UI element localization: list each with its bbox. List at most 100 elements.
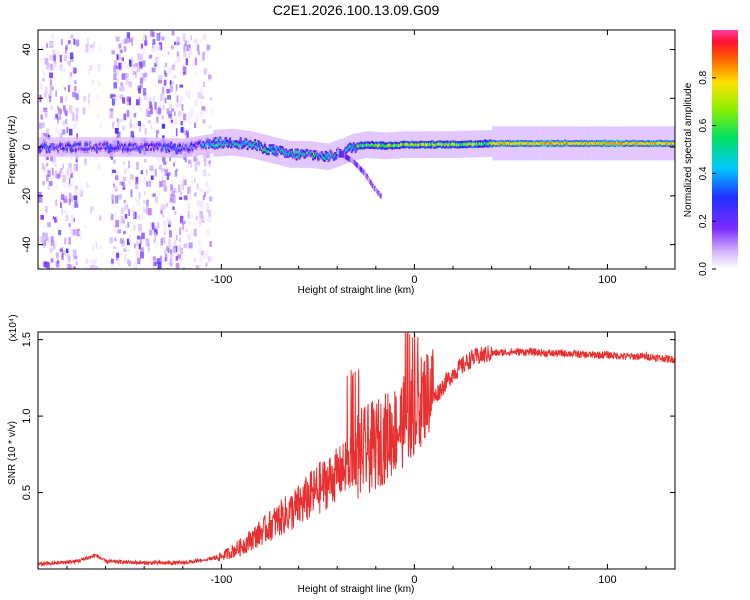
- noise-speckle: [144, 35, 147, 41]
- noise-speckle: [183, 33, 186, 41]
- track-core: [212, 139, 215, 143]
- noise-speckle: [42, 69, 45, 78]
- noise-speckle: [145, 206, 149, 215]
- noise-speckle: [140, 215, 144, 220]
- noise-speckle: [173, 195, 176, 204]
- noise-speckle: [134, 243, 136, 249]
- noise-speckle: [145, 116, 147, 125]
- snr-series-line: [38, 332, 675, 568]
- noise-speckle: [186, 127, 190, 132]
- noise-speckle: [128, 33, 131, 39]
- noise-speckle: [139, 237, 142, 245]
- noise-speckle: [49, 72, 53, 79]
- noise-speckle: [75, 39, 80, 47]
- noise-speckle: [171, 31, 175, 36]
- noise-speckle: [151, 67, 156, 73]
- noise-speckle: [140, 170, 143, 175]
- x-tick-label: 100: [598, 274, 616, 286]
- noise-speckle: [172, 75, 177, 79]
- noise-speckle: [168, 111, 173, 119]
- noise-speckle: [62, 52, 64, 57]
- noise-speckle: [74, 90, 77, 94]
- noise-speckle: [156, 258, 160, 264]
- noise-speckle: [170, 253, 174, 261]
- noise-speckle: [140, 251, 144, 259]
- track-core: [167, 145, 170, 149]
- noise-speckle: [45, 133, 49, 139]
- noise-speckle: [194, 192, 197, 197]
- noise-speckle: [68, 237, 71, 245]
- noise-speckle: [190, 160, 192, 168]
- noise-speckle: [91, 46, 95, 54]
- noise-speckle: [59, 96, 63, 103]
- noise-speckle: [68, 163, 72, 168]
- noise-speckle: [129, 38, 134, 43]
- noise-speckle: [208, 185, 212, 192]
- noise-speckle: [39, 83, 43, 90]
- noise-speckle: [205, 254, 209, 259]
- noise-speckle: [116, 43, 120, 49]
- track-core: [245, 140, 248, 144]
- noise-speckle: [66, 236, 69, 244]
- noise-speckle: [192, 159, 197, 167]
- noise-speckle: [60, 39, 63, 46]
- noise-speckle: [182, 66, 186, 71]
- noise-speckle: [122, 177, 126, 181]
- noise-speckle: [195, 158, 199, 165]
- track-core: [79, 142, 82, 146]
- track-core: [76, 142, 79, 146]
- noise-speckle: [197, 202, 201, 207]
- noise-speckle: [127, 259, 131, 265]
- noise-speckle: [145, 98, 148, 102]
- track-core: [83, 147, 86, 151]
- noise-speckle: [179, 240, 181, 246]
- noise-speckle: [128, 81, 133, 88]
- noise-speckle: [68, 73, 73, 80]
- noise-speckle: [159, 258, 161, 264]
- noise-speckle: [128, 235, 132, 243]
- noise-speckle: [97, 79, 100, 84]
- track-core: [146, 143, 149, 147]
- noise-speckle: [88, 100, 90, 108]
- noise-speckle: [94, 266, 99, 269]
- y-tick-label: 1.0: [21, 408, 33, 423]
- noise-speckle: [52, 173, 57, 179]
- noise-speckle: [159, 181, 163, 188]
- noise-speckle: [155, 115, 158, 120]
- noise-speckle: [111, 94, 116, 98]
- noise-speckle: [90, 206, 93, 214]
- noise-speckle: [67, 168, 69, 177]
- noise-speckle: [164, 62, 168, 68]
- noise-speckle: [185, 242, 190, 247]
- noise-speckle: [55, 170, 58, 179]
- noise-speckle: [162, 204, 166, 210]
- noise-speckle: [184, 195, 188, 201]
- noise-speckle: [111, 199, 114, 204]
- noise-speckle: [131, 206, 135, 212]
- noise-speckle: [118, 43, 122, 49]
- noise-speckle: [43, 107, 48, 113]
- noise-speckle: [43, 165, 46, 172]
- noise-speckle: [69, 184, 73, 189]
- noise-speckle: [163, 161, 167, 165]
- noise-speckle: [98, 42, 101, 50]
- noise-speckle: [77, 199, 80, 204]
- noise-speckle: [206, 207, 209, 213]
- track-core: [86, 142, 89, 146]
- noise-speckle: [56, 218, 58, 222]
- track-core: [326, 153, 329, 157]
- noise-speckle: [159, 255, 163, 264]
- noise-speckle: [118, 53, 121, 60]
- noise-speckle: [159, 94, 164, 101]
- track-core: [211, 143, 214, 147]
- track-core: [44, 143, 47, 147]
- track-core: [88, 147, 91, 151]
- noise-speckle: [146, 199, 149, 207]
- noise-speckle: [68, 193, 71, 199]
- noise-speckle: [182, 175, 185, 181]
- y-tick-label: 40: [21, 43, 33, 55]
- noise-speckle: [164, 186, 168, 193]
- track-core: [151, 143, 154, 147]
- noise-speckle: [74, 185, 78, 190]
- noise-speckle: [148, 97, 152, 104]
